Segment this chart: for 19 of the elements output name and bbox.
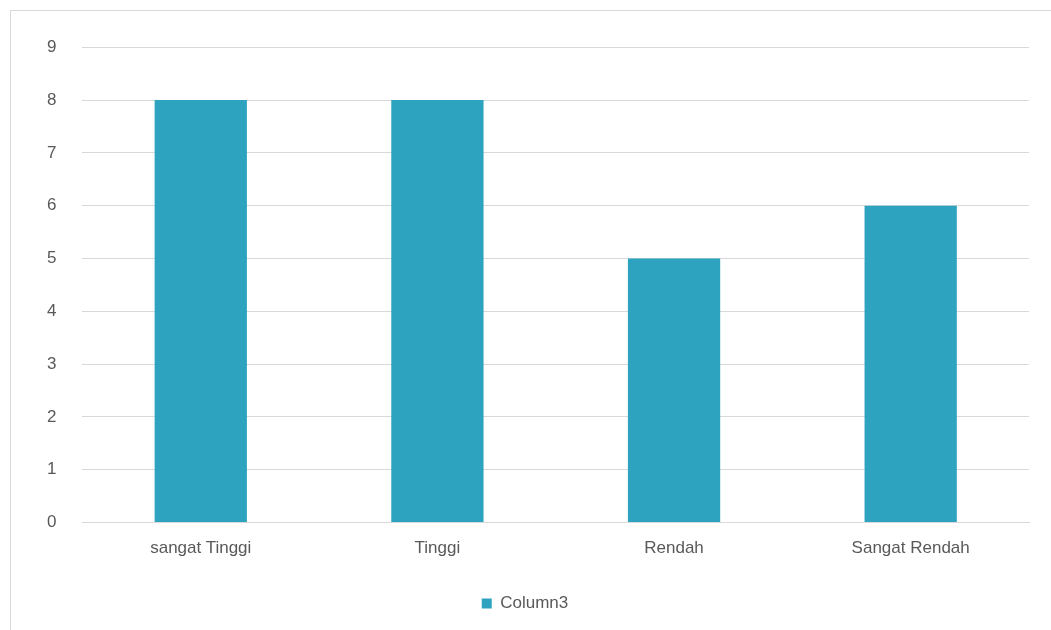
- y-tick-label: 1: [46, 459, 57, 479]
- bar: [627, 258, 721, 523]
- bar: [154, 100, 247, 523]
- x-tick-label: Tinggi: [414, 538, 461, 558]
- y-tick-label: 3: [46, 353, 57, 373]
- x-tick-label: Sangat Rendah: [851, 538, 970, 558]
- y-tick-label: 4: [46, 301, 57, 320]
- y-tick-label: 2: [46, 406, 57, 426]
- y-tick-label: 0: [46, 512, 57, 532]
- y-tick-label: 5: [46, 248, 57, 268]
- bar: [864, 205, 957, 523]
- y-tick-label: 8: [46, 89, 57, 109]
- legend-label: Column3: [500, 593, 569, 613]
- y-tick-label: 9: [46, 36, 57, 56]
- bar: [391, 100, 484, 523]
- x-tick-label: sangat Tinggi: [150, 538, 252, 558]
- y-tick-label: 7: [46, 142, 57, 162]
- x-tick-label: Rendah: [644, 538, 704, 558]
- y-tick-label: 6: [46, 195, 57, 215]
